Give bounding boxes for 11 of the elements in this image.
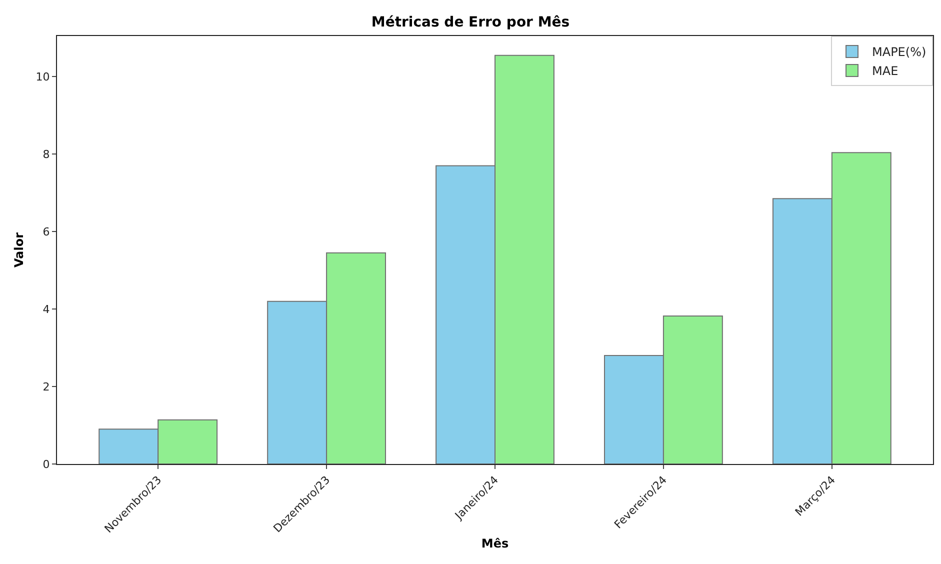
y-tick-label: 10 xyxy=(36,70,50,84)
y-tick-label: 8 xyxy=(42,148,50,161)
legend-label: MAE xyxy=(872,64,898,78)
y-tick-label: 4 xyxy=(42,302,50,316)
legend-label: MAPE(%) xyxy=(872,45,926,60)
y-tick-label: 0 xyxy=(42,458,50,471)
y-tick-label: 2 xyxy=(42,380,50,394)
chart-title: Métricas de Erro por Mês xyxy=(371,14,570,31)
y-axis-title: Valor xyxy=(12,232,26,268)
y-tick-label: 6 xyxy=(42,225,50,238)
x-axis-title: Mês xyxy=(481,536,509,550)
